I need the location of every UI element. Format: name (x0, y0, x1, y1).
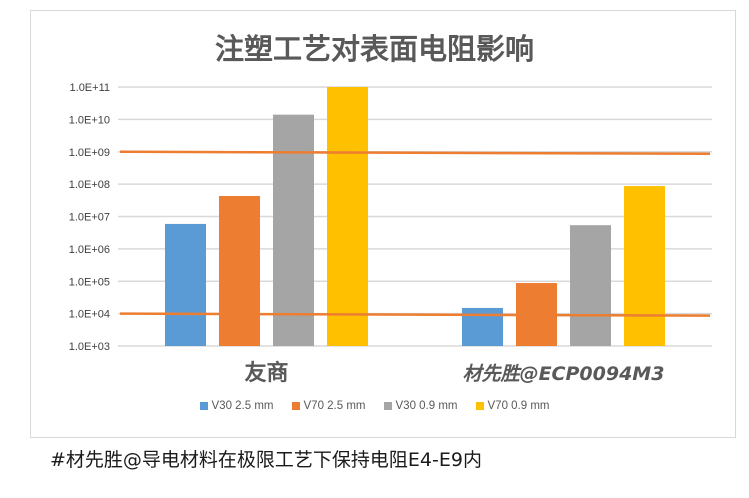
legend-label: V70 0.9 mm (487, 400, 550, 412)
bar (165, 223, 206, 346)
legend-item: V70 0.9 mm (475, 400, 550, 412)
bar (570, 225, 611, 346)
legend-swatch (291, 402, 300, 410)
y-tick-label: 1.0E+07 (69, 212, 110, 224)
bar (273, 114, 314, 346)
legend-swatch (475, 402, 484, 410)
bar (624, 186, 665, 346)
caption: #材先胜@导电材料在极限工艺下保持电阻E4-E9内 (50, 449, 482, 471)
y-tick-label: 1.0E+04 (69, 309, 110, 321)
chart-title: 注塑工艺对表面电阻影响 (214, 32, 534, 66)
y-tick-label: 1.0E+05 (69, 276, 110, 288)
y-tick-label: 1.0E+06 (69, 244, 110, 256)
y-tick-label: 1.0E+08 (69, 179, 110, 191)
legend-item: V30 2.5 mm (199, 400, 274, 412)
bar (327, 87, 368, 346)
legend-label: V30 0.9 mm (395, 400, 458, 412)
legend-item: V30 0.9 mm (383, 400, 458, 412)
x-category-label: 友商 (244, 360, 288, 386)
legend-label: V30 2.5 mm (211, 400, 274, 412)
y-tick-label: 1.0E+11 (70, 82, 110, 94)
bar (219, 195, 260, 346)
chart-frame (30, 10, 736, 438)
x-category-label: 材先胜@ECP0094M3 (463, 363, 665, 385)
legend-label: V70 2.5 mm (303, 400, 366, 412)
y-tick-label: 1.0E+09 (69, 147, 110, 159)
reference-line (119, 312, 711, 317)
legend: V30 2.5 mm V70 2.5 mm V30 0.9 mm V70 0.9 mm (0, 400, 749, 412)
reference-line (119, 150, 711, 155)
legend-item: V70 2.5 mm (291, 400, 366, 412)
legend-swatch (383, 402, 392, 410)
legend-swatch (199, 402, 208, 410)
y-tick-label: 1.0E+10 (69, 114, 110, 126)
y-tick-label: 1.0E+03 (69, 341, 110, 353)
